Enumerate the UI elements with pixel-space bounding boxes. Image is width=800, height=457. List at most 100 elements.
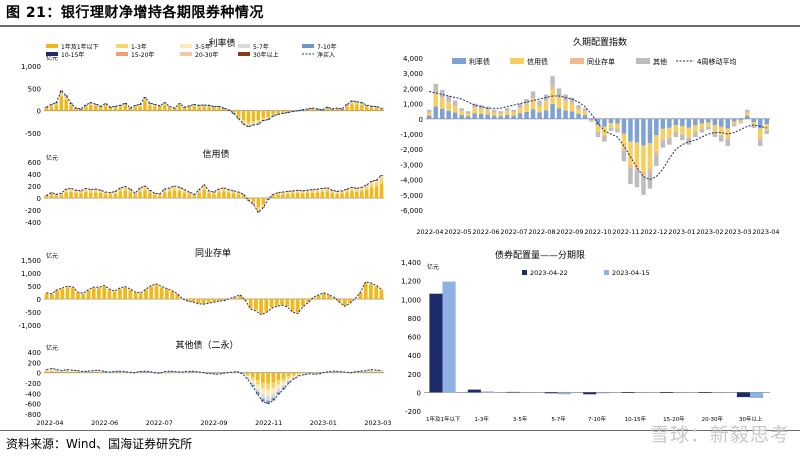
chart0-bar — [59, 92, 63, 97]
chart3-bar — [369, 371, 373, 373]
chart4-bar — [667, 138, 672, 145]
chart1-bar — [222, 191, 226, 198]
chart0-bar — [187, 105, 192, 107]
chart4-bar — [628, 118, 633, 142]
chart5-bar — [442, 281, 456, 393]
chart3-bar — [44, 371, 49, 373]
chart1-bar — [330, 193, 334, 198]
chart4-bar — [628, 167, 633, 185]
chart0-bar — [123, 105, 127, 111]
chart4-bar — [530, 91, 536, 99]
chart0-bar — [246, 126, 251, 127]
chart0-bar — [241, 110, 246, 121]
chart3-bar — [261, 382, 265, 389]
chart2-bar — [91, 287, 96, 289]
chart1-net-line — [46, 174, 382, 214]
chart5-bar — [429, 293, 443, 393]
chart4-bar — [472, 107, 477, 109]
chart4-bar — [433, 106, 438, 119]
chart5-legend-label: 2023-04-15 — [612, 269, 650, 277]
chart3-bar — [55, 370, 59, 371]
chart3-bar — [96, 371, 100, 373]
chart1-bar — [192, 195, 196, 198]
chart5-xtick: 7-10年 — [588, 415, 606, 423]
chart3-bar — [96, 371, 100, 372]
chart1-bar — [340, 191, 344, 192]
chart2-bar — [118, 288, 122, 290]
chart4-bar — [427, 109, 432, 112]
chart1-bar — [374, 186, 379, 198]
chart4-bar — [647, 118, 653, 144]
chart2-bar — [353, 298, 358, 299]
chart0-bar — [64, 96, 68, 97]
chart4-bar — [433, 92, 438, 95]
chart1-bar — [300, 190, 305, 192]
chart3-bar — [266, 383, 270, 390]
chart0-bar — [103, 105, 108, 111]
chart4-bar — [641, 172, 646, 176]
chart2-bar — [86, 290, 91, 299]
chart3-bar — [312, 373, 317, 375]
chart4-ma-line — [429, 90, 767, 181]
chart3-ytick: 400 — [28, 349, 41, 357]
chart1-bar — [365, 189, 369, 198]
left-xtick: 2022-09 — [200, 419, 227, 427]
left-xtick: 2022-04 — [36, 419, 63, 427]
chart5-xtick: 20-30年 — [702, 415, 724, 423]
chart4-ytick: 1,000 — [403, 101, 423, 109]
chart1-bar — [286, 192, 290, 194]
chart5-legend-swatch — [522, 270, 527, 275]
chart5-xtick: 5-7年 — [551, 415, 566, 423]
chart4-bar — [517, 108, 523, 114]
chart0-bar — [64, 95, 68, 97]
chart1-bar — [79, 190, 83, 192]
chart1-bar — [227, 190, 231, 193]
chart2-bar — [154, 283, 159, 286]
chart2-bar — [196, 299, 201, 304]
chart1-bar — [350, 188, 354, 192]
chart1-bar — [365, 186, 369, 190]
chart2-bar — [311, 297, 316, 299]
chart2-bar — [379, 289, 384, 291]
chart3-bar — [261, 372, 265, 383]
chart1-bar — [163, 189, 167, 191]
chart3-bar — [96, 370, 100, 372]
chart1-bar — [108, 193, 113, 195]
chart2-bar — [65, 286, 70, 288]
chart1-bar — [172, 187, 177, 191]
chart4-bar — [680, 126, 685, 134]
chart4-bar — [699, 129, 705, 133]
chart2-bar — [264, 299, 269, 312]
chart0-bar — [44, 107, 49, 108]
chart0-bar — [212, 106, 216, 108]
chart4-bar — [446, 102, 451, 111]
chart2-bar — [212, 299, 216, 302]
chart0-bar — [49, 105, 54, 107]
chart4-ytick: 0 — [419, 116, 423, 124]
chart4-bar — [446, 101, 451, 103]
chart0-bar — [325, 107, 330, 109]
chart3-bar — [250, 372, 255, 378]
chart4-ytick: -6,000 — [400, 207, 423, 215]
chart0-bar — [286, 112, 290, 113]
chart1-bar — [153, 194, 157, 198]
chart0-bar — [231, 112, 236, 114]
chart4-bar — [621, 118, 627, 134]
chart1-bar — [217, 192, 221, 198]
chart0-bar — [167, 107, 172, 108]
chart3-bar — [343, 372, 348, 373]
chart3-bar — [307, 372, 312, 374]
chart1-bar — [340, 191, 344, 194]
chart2-bar — [170, 291, 175, 299]
chart3-bar — [189, 372, 193, 373]
chart4-bar — [465, 113, 471, 114]
chart4-bar — [459, 108, 464, 111]
chart0-bar — [374, 106, 379, 108]
chart5-ytick: 1,200 — [401, 278, 421, 286]
chart0-bar — [128, 108, 132, 111]
chart3-bar — [65, 370, 69, 371]
chart4-title: 久期配置指数 — [573, 36, 627, 48]
chart3-bar — [60, 371, 64, 373]
chart1-bar — [148, 193, 152, 198]
chart1-ytick: 600 — [28, 159, 41, 167]
